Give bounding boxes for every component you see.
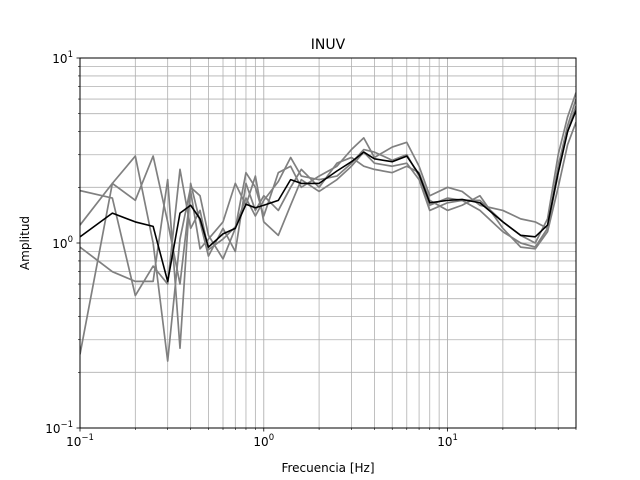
average-curve: [80, 110, 576, 283]
plot-area: [80, 92, 576, 362]
tick-marks: [76, 57, 577, 432]
component-curve-2: [80, 105, 576, 362]
grid: [79, 57, 577, 429]
x-tick-label: 100: [253, 433, 274, 449]
x-tick-label: 10−1: [66, 433, 94, 449]
series-group: [80, 92, 576, 362]
tick-labels: 10−1 100 101 10−1 100 101: [45, 50, 458, 449]
x-tick-label: 101: [437, 433, 458, 449]
y-tick-label: 10−1: [45, 420, 73, 436]
x-axis-label: Frecuencia [Hz]: [281, 461, 374, 475]
y-tick-label: 101: [52, 50, 73, 66]
chart-title: INUV: [311, 37, 346, 53]
y-tick-label: 100: [52, 235, 73, 251]
y-axis-label: Amplitud: [18, 216, 32, 270]
